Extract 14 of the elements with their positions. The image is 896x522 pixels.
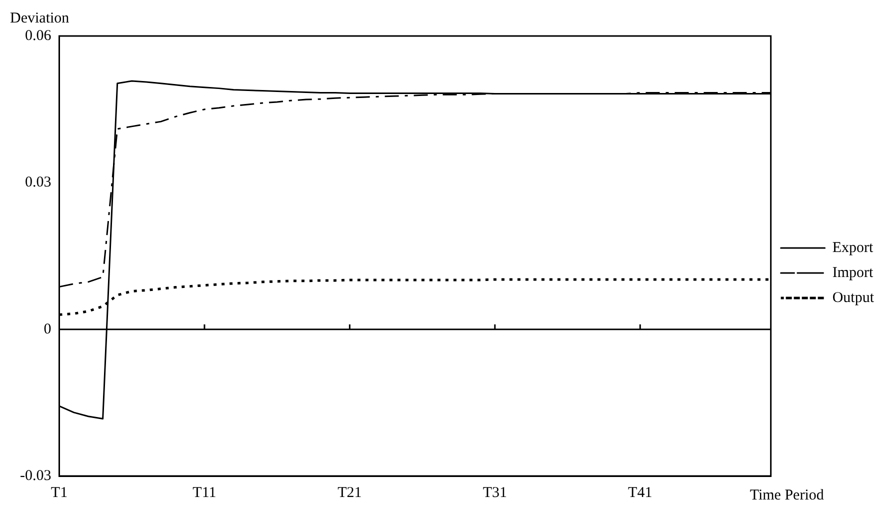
legend-label: Export bbox=[832, 240, 874, 256]
x-tick-label: T11 bbox=[192, 484, 216, 501]
y-tick-label: 0.06 bbox=[24, 28, 52, 44]
x-tick-label: T41 bbox=[628, 484, 652, 501]
x-tick-label: T1 bbox=[50, 484, 68, 501]
y-tick-label: 0 bbox=[44, 321, 52, 338]
legend-label: Output bbox=[832, 290, 875, 306]
x-axis-title: Time Period bbox=[750, 487, 824, 504]
y-axis-title: Deviation bbox=[10, 10, 70, 26]
x-tick-label: T31 bbox=[482, 484, 507, 501]
legend-label: Import bbox=[832, 264, 874, 281]
x-tick-label: T21 bbox=[338, 484, 362, 501]
y-tick-label: -0.03 bbox=[20, 468, 52, 484]
y-tick-label: 0.03 bbox=[24, 174, 52, 191]
